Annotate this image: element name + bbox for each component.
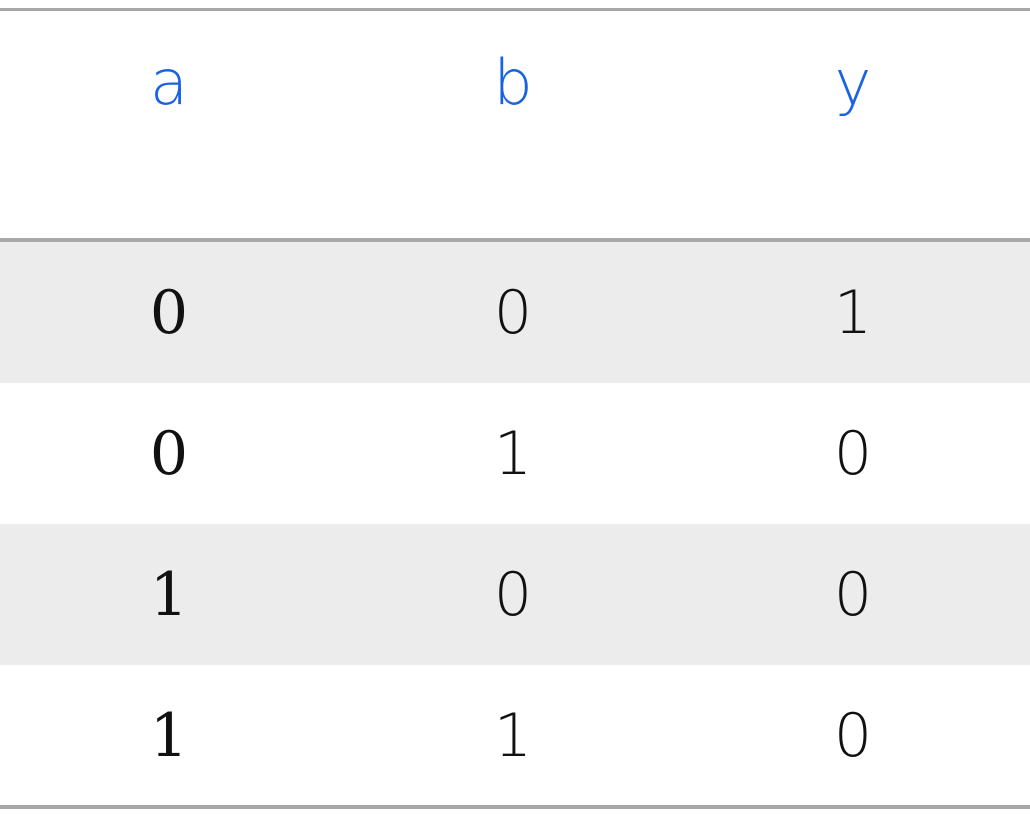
table-cell-y: 0 [833, 700, 873, 771]
table-cell-a: 1 [149, 559, 189, 630]
table-cell-b: 0 [493, 277, 533, 348]
table-row: 0 0 1 [0, 242, 1030, 383]
column-header-a: a [150, 46, 188, 119]
table-cell-a: 0 [149, 418, 189, 489]
table-top-rule [0, 8, 1030, 11]
table-row: 0 1 0 [0, 383, 1030, 524]
column-header-y: y [834, 46, 872, 119]
table-row: 1 0 0 [0, 524, 1030, 665]
column-header-b: b [493, 46, 533, 119]
table-cell-b: 1 [493, 700, 533, 771]
header-divider-rule [0, 238, 1030, 242]
table-cell-a: 0 [149, 277, 189, 348]
table-cell-y: 0 [833, 418, 873, 489]
table-row: 1 1 0 [0, 665, 1030, 806]
table-cell-a: 1 [149, 700, 189, 771]
table-cell-b: 1 [493, 418, 533, 489]
table-cell-b: 0 [493, 559, 533, 630]
table-cell-y: 1 [833, 277, 873, 348]
table-cell-y: 0 [833, 559, 873, 630]
table-bottom-rule [0, 805, 1030, 809]
table-header-row: a b y [0, 11, 1030, 155]
